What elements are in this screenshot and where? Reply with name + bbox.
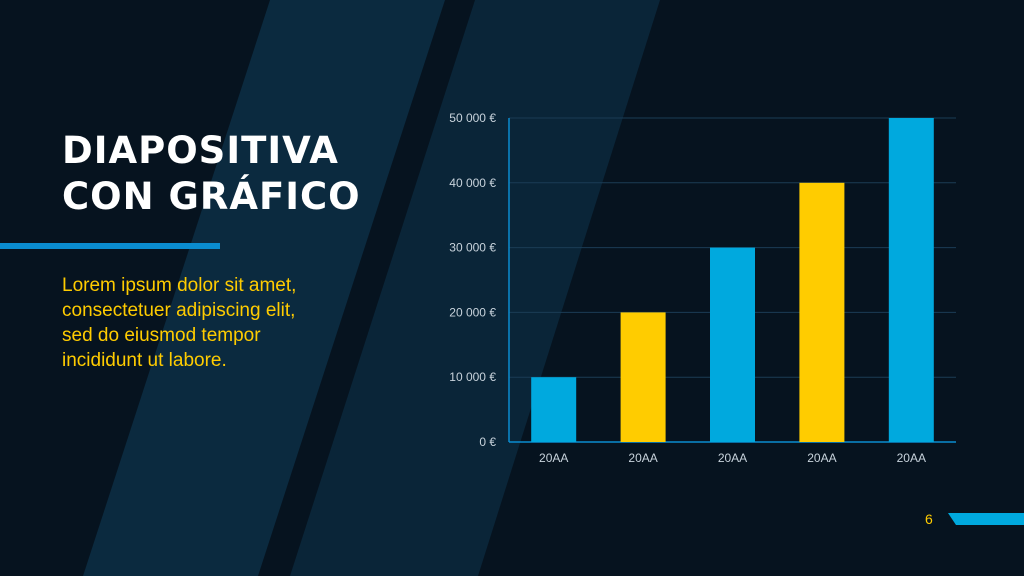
page-number: 6 [925,511,933,527]
bar [620,312,666,442]
slide-title: DIAPOSITIVA CON GRÁFICO [62,128,361,220]
bar-chart: 0 € 10 000 € 20 000 € 30 000 € 40 000 € 50 00… [449,111,956,465]
bar [888,118,934,442]
y-tick-label: 10 000 € [449,370,496,384]
background-stripe-left [83,0,445,576]
y-tick-label: 40 000 € [449,176,496,190]
background-stripe-right [290,0,660,576]
y-tick-label: 20 000 € [449,305,496,319]
y-tick-label: 30 000 € [449,241,496,255]
y-tick-label: 50 000 € [449,111,496,125]
x-tick-label: 20AA [718,451,747,465]
corner-accent-tab [948,513,1024,525]
x-tick-label: 20AA [897,451,926,465]
y-tick-label: 0 € [479,435,496,449]
slide-title-line-1: DIAPOSITIVA [62,129,339,172]
bar [799,182,845,443]
slide-body-text: Lorem ipsum dolor sit amet, consectetuer… [62,275,297,371]
x-tick-label: 20AA [628,451,657,465]
slide-title-line-2: CON GRÁFICO [62,175,361,218]
bar [710,247,755,442]
x-tick-label: 20AA [807,451,836,465]
bar [531,377,577,442]
x-tick-label: 20AA [539,451,568,465]
title-underline [0,243,220,249]
